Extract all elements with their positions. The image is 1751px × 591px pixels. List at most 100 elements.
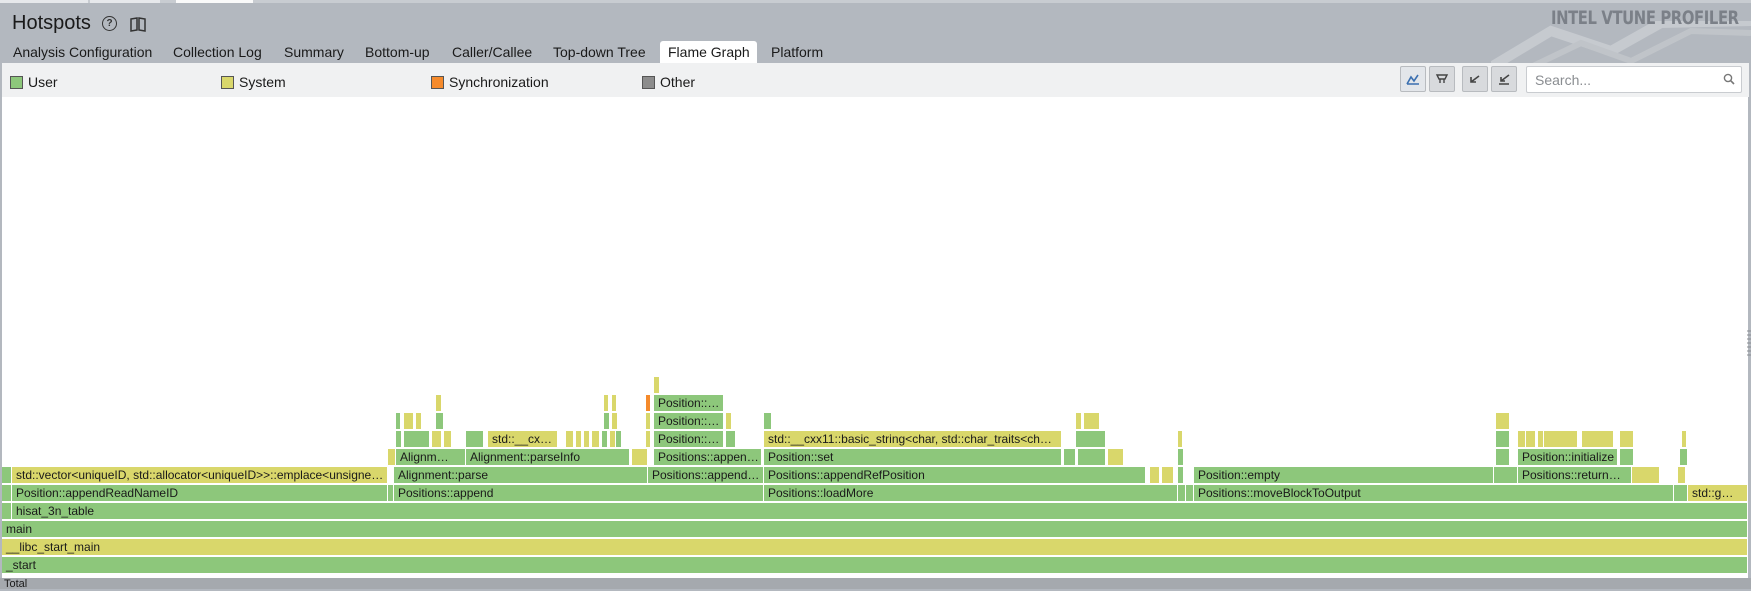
flame-frame[interactable] bbox=[1108, 449, 1124, 465]
tab-collection-log[interactable]: Collection Log bbox=[173, 44, 262, 60]
flame-frame[interactable] bbox=[1064, 449, 1076, 465]
flame-frame[interactable] bbox=[610, 431, 616, 447]
flame-frame[interactable] bbox=[632, 449, 648, 465]
flame-frame[interactable]: Alignment::parse bbox=[394, 467, 648, 483]
total-bar[interactable]: Total bbox=[0, 578, 1751, 590]
flame-frame[interactable]: Position::… bbox=[654, 413, 724, 429]
flame-frame[interactable] bbox=[584, 431, 590, 447]
flame-frame[interactable] bbox=[436, 395, 442, 411]
flame-frame[interactable] bbox=[1186, 485, 1194, 501]
flame-frame[interactable] bbox=[416, 413, 422, 429]
flame-frame[interactable] bbox=[1178, 449, 1184, 465]
flame-frame[interactable]: std::__cx… bbox=[488, 431, 558, 447]
flame-frame[interactable] bbox=[1178, 485, 1186, 501]
flame-frame[interactable]: Positions::return… bbox=[1518, 467, 1632, 483]
flame-frame[interactable]: Position::appendReadNameID bbox=[12, 485, 388, 501]
flame-frame[interactable] bbox=[646, 431, 651, 447]
flame-frame[interactable]: Position::empty bbox=[1194, 467, 1494, 483]
flame-frame[interactable] bbox=[1518, 431, 1526, 447]
flame-frame[interactable] bbox=[444, 431, 452, 447]
window-tab[interactable] bbox=[90, 0, 160, 3]
flame-frame[interactable] bbox=[1078, 449, 1106, 465]
flame-frame[interactable]: __libc_start_main bbox=[2, 539, 1748, 555]
flame-frame[interactable]: Position::… bbox=[654, 395, 724, 411]
flame-frame[interactable] bbox=[466, 431, 484, 447]
flame-frame[interactable]: Positions::append bbox=[394, 485, 764, 501]
flame-frame[interactable]: Positions::loadMore bbox=[764, 485, 1178, 501]
window-tab-active[interactable] bbox=[176, 0, 253, 3]
tab-caller-callee[interactable]: Caller/Callee bbox=[452, 44, 533, 60]
flame-frame[interactable] bbox=[1582, 431, 1614, 447]
flame-frame[interactable] bbox=[1544, 431, 1578, 447]
search-icon[interactable] bbox=[1723, 73, 1735, 85]
flame-frame[interactable] bbox=[1538, 431, 1544, 447]
flame-frame[interactable] bbox=[436, 413, 444, 429]
tab-top-down-tree[interactable]: Top-down Tree bbox=[553, 44, 646, 60]
flame-frame[interactable] bbox=[612, 395, 617, 411]
flame-frame[interactable] bbox=[646, 395, 651, 411]
tab-flame-graph[interactable]: Flame Graph bbox=[660, 41, 757, 63]
flame-frame[interactable] bbox=[1178, 431, 1183, 447]
flame-frame[interactable] bbox=[404, 413, 414, 429]
flame-frame[interactable] bbox=[396, 431, 402, 447]
flame-frame[interactable] bbox=[604, 413, 610, 429]
flame-frame[interactable] bbox=[1496, 449, 1510, 465]
flame-frame[interactable]: main bbox=[2, 521, 1748, 537]
flame-frame[interactable] bbox=[654, 377, 660, 393]
flame-frame[interactable]: Position::… bbox=[654, 431, 724, 447]
flame-frame[interactable]: std::g… bbox=[1688, 485, 1748, 501]
flame-frame[interactable] bbox=[1496, 413, 1510, 429]
flame-frame[interactable] bbox=[432, 431, 442, 447]
flame-frame[interactable] bbox=[1162, 467, 1174, 483]
flame-frame[interactable] bbox=[764, 413, 772, 429]
flame-frame[interactable] bbox=[646, 413, 651, 429]
flame-frame[interactable] bbox=[726, 413, 732, 429]
flame-frame[interactable]: std::vector<uniqueID, std::allocator<uni… bbox=[12, 467, 388, 483]
flame-frame[interactable] bbox=[1682, 431, 1687, 447]
flame-frame[interactable] bbox=[2, 467, 12, 483]
flame-frame[interactable] bbox=[1076, 413, 1082, 429]
window-tab[interactable] bbox=[0, 0, 88, 3]
zoom-to-fit-button[interactable] bbox=[1400, 66, 1426, 92]
book-icon[interactable] bbox=[129, 15, 147, 33]
search-input[interactable] bbox=[1526, 66, 1742, 93]
flame-frame[interactable] bbox=[1496, 431, 1510, 447]
flame-frame[interactable] bbox=[1494, 467, 1518, 483]
flame-frame[interactable] bbox=[602, 431, 608, 447]
flame-frame[interactable] bbox=[566, 431, 574, 447]
flame-frame[interactable] bbox=[1076, 431, 1106, 447]
flame-frame[interactable]: hisat_3n_table bbox=[12, 503, 1748, 519]
tab-analysis-configuration[interactable]: Analysis Configuration bbox=[13, 44, 153, 60]
flame-frame[interactable] bbox=[1084, 413, 1100, 429]
flame-frame[interactable]: Position::initialize bbox=[1518, 449, 1618, 465]
flame-frame[interactable] bbox=[1526, 431, 1536, 447]
flame-frame[interactable]: Positions::appendRefPosition bbox=[764, 467, 1146, 483]
flame-frame[interactable]: Alignment::parseInfo bbox=[466, 449, 630, 465]
flame-frame[interactable]: Alignm… bbox=[396, 449, 466, 465]
tab-summary[interactable]: Summary bbox=[284, 44, 344, 60]
flame-frame[interactable] bbox=[2, 485, 12, 501]
flame-frame[interactable]: Positions::appen… bbox=[654, 449, 762, 465]
flame-frame[interactable] bbox=[396, 413, 401, 429]
flame-frame[interactable] bbox=[1620, 431, 1634, 447]
flame-frame[interactable] bbox=[1178, 467, 1184, 483]
flame-frame[interactable] bbox=[404, 431, 430, 447]
flame-frame[interactable] bbox=[616, 431, 622, 447]
flame-frame[interactable] bbox=[1678, 467, 1686, 483]
zoom-in-button[interactable] bbox=[1429, 66, 1455, 92]
tab-bottom-up[interactable]: Bottom-up bbox=[365, 44, 430, 60]
flame-frame[interactable]: Position::set bbox=[764, 449, 1062, 465]
flame-frame[interactable] bbox=[592, 431, 600, 447]
flame-frame[interactable]: Positions::append… bbox=[648, 467, 764, 483]
flame-frame[interactable]: Positions::moveBlockToOutput bbox=[1194, 485, 1674, 501]
flame-frame[interactable] bbox=[612, 413, 618, 429]
flame-frame[interactable] bbox=[604, 395, 609, 411]
flame-frame[interactable]: std::__cxx11::basic_string<char, std::ch… bbox=[764, 431, 1062, 447]
flame-frame[interactable] bbox=[1632, 467, 1660, 483]
splitter-handle-icon[interactable] bbox=[1747, 330, 1751, 356]
flame-frame[interactable] bbox=[576, 431, 582, 447]
flame-frame[interactable] bbox=[388, 485, 394, 501]
tab-platform[interactable]: Platform bbox=[771, 44, 824, 60]
flame-frame[interactable] bbox=[388, 449, 396, 465]
flame-frame[interactable]: _start bbox=[2, 557, 1748, 573]
